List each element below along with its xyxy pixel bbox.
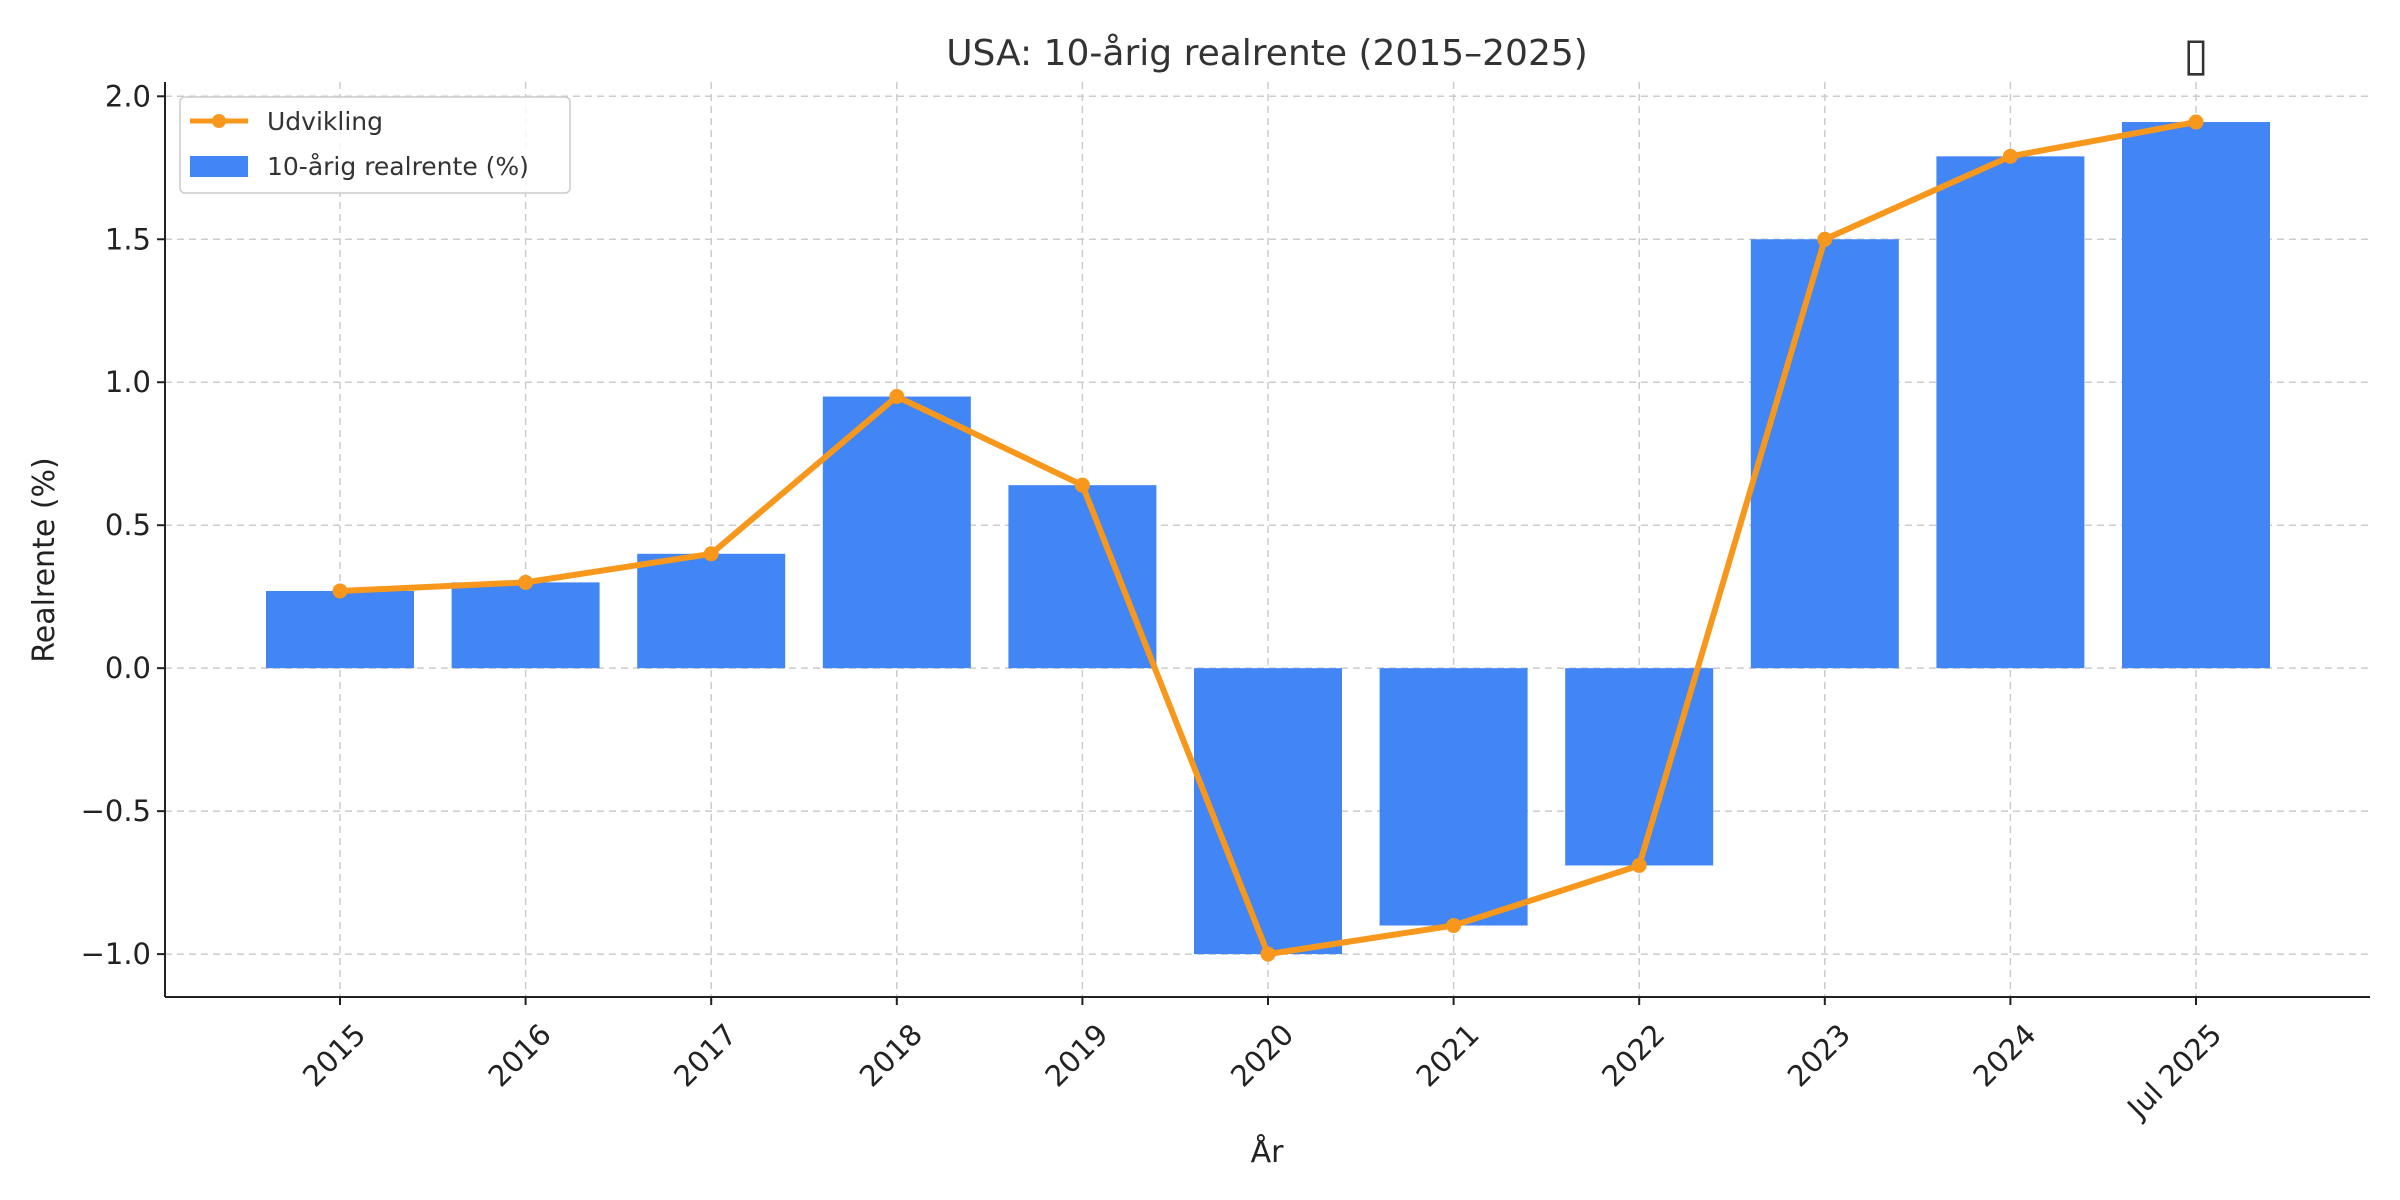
x-tick-label: 2016	[482, 1017, 558, 1093]
legend-label-udvikling: Udvikling	[267, 107, 383, 136]
x-tick-label: 2017	[667, 1017, 743, 1093]
bar	[1008, 485, 1157, 669]
chart-title: USA: 10-årig realrente (2015–2025)	[946, 33, 1588, 74]
y-tick-label: 1.5	[105, 222, 151, 256]
y-tick-label: −0.5	[81, 794, 151, 828]
bar	[1750, 239, 1899, 669]
x-tick-label: 2019	[1038, 1017, 1114, 1093]
x-axis-label: År	[1251, 1134, 1285, 1170]
y-tick-label: 0.5	[105, 508, 151, 542]
legend-frame	[179, 96, 571, 194]
x-tick-label: Jul 2025	[2119, 1017, 2228, 1126]
line-point	[332, 583, 348, 599]
legend-bar-swatch	[190, 156, 248, 177]
x-tick-label: 2020	[1224, 1017, 1300, 1093]
line-point	[1631, 857, 1647, 873]
line-point	[889, 389, 905, 405]
x-tick-label: 2021	[1410, 1017, 1486, 1093]
legend-label-realrente: 10-årig realrente (%)	[267, 152, 529, 181]
line-series	[332, 114, 2204, 962]
y-axis-label: Realrente (%)	[27, 457, 62, 663]
line-point	[1446, 918, 1462, 934]
x-axis-ticks: 2015 2016 2017 2018 2019 2020 2021 2022 2023 2024…	[296, 997, 2228, 1126]
x-tick-label: 2018	[853, 1017, 929, 1093]
line-point	[1074, 477, 1090, 493]
bar	[1936, 156, 2085, 669]
y-tick-label: 1.0	[105, 365, 151, 399]
y-tick-label: 0.0	[105, 651, 151, 685]
legend: Udvikling 10-årig realrente (%)	[179, 96, 571, 194]
line-point	[2188, 114, 2204, 130]
line-point	[518, 574, 534, 590]
x-tick-label: 2023	[1781, 1017, 1857, 1093]
x-tick-label: 2024	[1966, 1017, 2042, 1093]
bar	[1194, 668, 1342, 955]
line-point	[703, 546, 719, 562]
line-point	[2002, 148, 2018, 164]
line-point	[1817, 231, 1833, 247]
bar	[451, 582, 600, 669]
bar	[637, 553, 786, 669]
legend-line-marker	[212, 114, 226, 128]
x-tick-label: 2022	[1595, 1017, 1671, 1093]
x-tick-label: 2015	[296, 1017, 372, 1093]
bar	[2122, 122, 2270, 669]
bar-series	[266, 122, 2270, 955]
bar	[266, 590, 414, 669]
y-tick-label: 2.0	[105, 79, 151, 113]
y-tick-label: −1.0	[81, 937, 151, 971]
bar	[1379, 668, 1528, 926]
y-axis-ticks: −1.0 −0.5 0.0 0.5 1.0 1.5 2.0	[81, 79, 165, 971]
missing-glyph-icon: ▯	[2183, 27, 2208, 81]
line-point	[1260, 946, 1276, 962]
